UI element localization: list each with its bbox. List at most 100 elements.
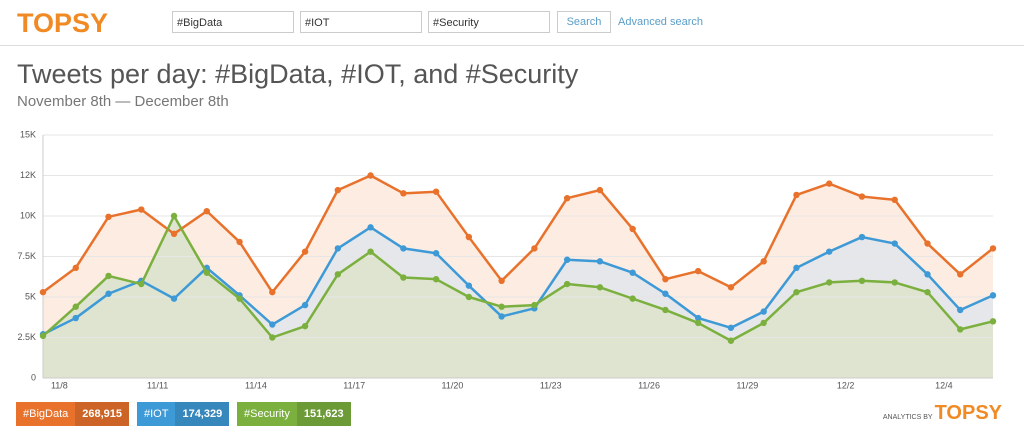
point bbox=[826, 279, 833, 286]
point bbox=[826, 248, 833, 255]
x-tick-label: 11/8 bbox=[51, 380, 68, 390]
x-tick-label: 11/17 bbox=[343, 380, 365, 390]
series-line bbox=[42, 226, 994, 336]
x-tick-label: 11/29 bbox=[736, 380, 758, 390]
point bbox=[498, 277, 505, 284]
point bbox=[793, 264, 800, 272]
point bbox=[498, 313, 505, 320]
search-input[interactable]: #IOT bbox=[300, 11, 422, 33]
point bbox=[432, 250, 440, 257]
point bbox=[269, 334, 276, 341]
chart-title: Tweets per day: #BigData, #IOT, and #Sec… bbox=[17, 59, 579, 89]
point bbox=[203, 207, 210, 215]
legend-name: #IOT bbox=[144, 408, 169, 420]
point bbox=[596, 258, 604, 265]
point bbox=[269, 321, 276, 328]
search-button[interactable]: Search bbox=[557, 11, 611, 33]
point bbox=[301, 248, 309, 255]
point bbox=[858, 193, 866, 200]
point bbox=[727, 284, 735, 291]
point bbox=[563, 256, 571, 263]
point bbox=[957, 326, 964, 333]
point bbox=[72, 264, 79, 272]
chart-subtitle: November 8th — December 8th bbox=[17, 93, 229, 110]
y-tick-label: 15K bbox=[20, 129, 36, 139]
point bbox=[367, 172, 374, 179]
footer-logo: TOPSY bbox=[934, 402, 1002, 424]
point bbox=[629, 225, 636, 233]
point bbox=[924, 288, 931, 296]
point bbox=[924, 240, 931, 247]
point bbox=[170, 295, 178, 302]
x-tick-label: 11/23 bbox=[540, 380, 562, 390]
point bbox=[662, 306, 669, 314]
point bbox=[170, 212, 178, 220]
series-line bbox=[42, 174, 994, 294]
point bbox=[105, 213, 112, 221]
legend-total: 174,329 bbox=[175, 402, 230, 426]
x-tick-label: 11/20 bbox=[442, 380, 464, 390]
legend-total: 151,623 bbox=[296, 402, 351, 426]
x-tick-label: 11/11 bbox=[147, 380, 168, 390]
point bbox=[334, 186, 342, 194]
footer-prefix: ANALYTICS BY bbox=[882, 414, 933, 421]
legend-total: 268,915 bbox=[75, 402, 130, 426]
legend-badge[interactable]: #BigData 268,915 bbox=[16, 402, 130, 426]
point bbox=[39, 288, 47, 296]
point bbox=[432, 188, 440, 195]
point bbox=[432, 275, 440, 283]
point bbox=[694, 314, 702, 322]
point bbox=[400, 190, 407, 197]
divider bbox=[0, 45, 1024, 46]
point bbox=[826, 180, 833, 187]
point bbox=[203, 269, 210, 276]
point bbox=[498, 303, 505, 310]
footer: ANALYTICS BY TOPSY bbox=[883, 402, 1002, 425]
point bbox=[531, 301, 538, 309]
point bbox=[957, 271, 964, 278]
point bbox=[563, 194, 571, 202]
point bbox=[72, 314, 79, 322]
point bbox=[105, 290, 112, 297]
legend-badge[interactable]: #IOT 174,329 bbox=[137, 402, 230, 426]
point bbox=[989, 245, 997, 252]
advanced-search-link[interactable]: Advanced search bbox=[618, 16, 703, 28]
point bbox=[301, 322, 309, 330]
point bbox=[891, 279, 898, 286]
point bbox=[269, 288, 276, 296]
point bbox=[334, 245, 342, 252]
x-tick-label: 12/2 bbox=[837, 380, 855, 390]
point bbox=[793, 191, 800, 199]
point bbox=[138, 206, 145, 213]
search-input[interactable]: #BigData bbox=[172, 11, 294, 33]
point bbox=[236, 295, 243, 302]
point bbox=[694, 267, 702, 275]
point bbox=[400, 245, 407, 252]
point bbox=[891, 196, 898, 203]
point bbox=[170, 230, 178, 238]
point bbox=[793, 288, 800, 296]
search-input[interactable]: #Security bbox=[428, 11, 550, 33]
point bbox=[400, 274, 407, 281]
point bbox=[629, 295, 636, 302]
legend-name: #Security bbox=[244, 408, 290, 420]
point bbox=[858, 233, 866, 241]
point bbox=[662, 275, 669, 283]
point bbox=[531, 245, 538, 252]
point bbox=[367, 248, 374, 255]
point bbox=[465, 282, 473, 289]
y-tick-label: 10K bbox=[20, 210, 36, 220]
point bbox=[301, 301, 309, 309]
legend-badge[interactable]: #Security 151,623 bbox=[237, 402, 351, 426]
y-tick-label: 2.5K bbox=[17, 332, 36, 342]
point bbox=[596, 186, 604, 194]
logo[interactable]: TOPSY bbox=[17, 8, 109, 38]
y-tick-label: 0 bbox=[31, 372, 36, 382]
series-line bbox=[42, 214, 994, 342]
point bbox=[727, 324, 735, 331]
point bbox=[629, 269, 636, 276]
x-tick-label: 12/4 bbox=[935, 380, 953, 390]
point bbox=[989, 292, 997, 299]
legend-name: #BigData bbox=[23, 408, 69, 420]
